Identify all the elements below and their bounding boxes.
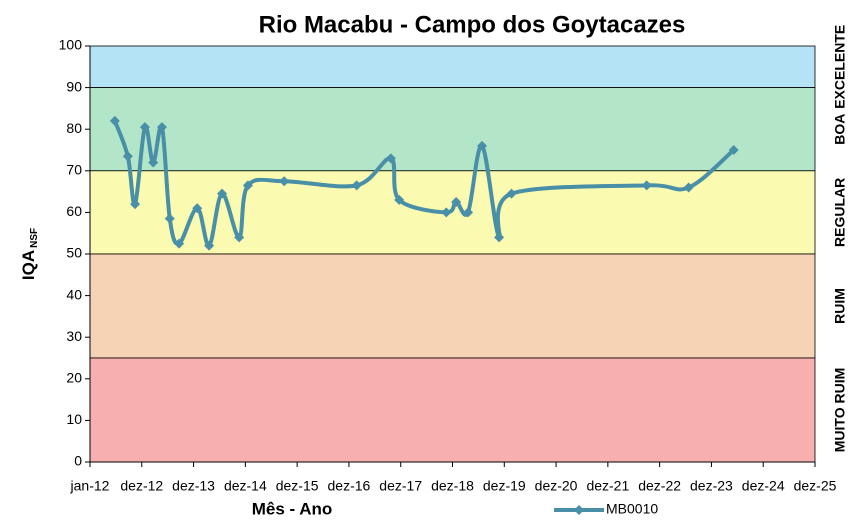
y-tick-label: 60	[66, 203, 82, 219]
data-point	[494, 232, 505, 243]
y-axis-title-sub: NSF	[29, 228, 40, 248]
y-tick-label: 50	[66, 245, 82, 261]
quality-band	[89, 87, 816, 172]
band-label: RUIM	[832, 288, 848, 324]
data-point	[506, 188, 517, 199]
data-point	[463, 207, 474, 218]
y-axis-title-main: IQA	[19, 250, 38, 280]
x-tick-label: dez-23	[690, 478, 733, 494]
data-point	[156, 122, 167, 133]
y-axis-title: IQA NSF	[19, 228, 39, 280]
x-tick-label: dez-21	[586, 478, 629, 494]
data-point	[641, 180, 652, 191]
data-point	[217, 188, 228, 199]
y-tick-label: 100	[59, 37, 83, 53]
x-tick-label: dez-19	[483, 478, 526, 494]
x-tick-label: dez-16	[328, 478, 371, 494]
x-tick-label: dez-13	[172, 478, 215, 494]
data-point	[139, 122, 150, 133]
data-point	[204, 240, 215, 251]
chart-title: Rio Macabu - Campo dos Goytacazes	[259, 11, 686, 38]
data-point	[728, 145, 739, 155]
y-tick-label: 70	[66, 162, 82, 178]
data-point	[385, 153, 396, 164]
y-axis-title-group: IQA NSF	[19, 228, 39, 280]
data-point	[174, 238, 185, 249]
x-tick-label: dez-24	[742, 478, 785, 494]
x-axis-title: Mês - Ano	[252, 499, 333, 518]
quality-band	[89, 357, 816, 463]
data-point	[394, 194, 405, 205]
legend-label: MB0010	[606, 501, 658, 517]
x-tick-label: dez-20	[535, 478, 578, 494]
data-point	[279, 176, 290, 187]
quality-band	[89, 45, 816, 88]
x-tick-label: jan-12	[70, 478, 110, 494]
x-tick-label: dez-18	[431, 478, 474, 494]
x-tick-label: dez-25	[794, 478, 837, 494]
y-tick-label: 80	[66, 120, 82, 136]
data-point	[122, 151, 133, 162]
y-tick-label: 10	[66, 411, 82, 427]
y-tick-label: 20	[66, 370, 82, 386]
band-label: MUITO RUIM	[832, 368, 848, 453]
data-point	[148, 157, 159, 168]
data-point	[351, 180, 362, 191]
data-point	[451, 197, 462, 207]
x-tick-label: dez-12	[120, 478, 163, 494]
legend-marker	[574, 505, 584, 515]
x-tick-label: dez-17	[379, 478, 422, 494]
data-point	[441, 207, 452, 218]
band-label: EXCELENTE	[832, 25, 848, 109]
y-tick-label: 40	[66, 286, 82, 302]
data-point	[477, 140, 488, 151]
data-point	[192, 203, 203, 214]
y-tick-label: 90	[66, 78, 82, 94]
data-point	[242, 180, 253, 191]
data-point	[130, 199, 141, 210]
y-tick-label: 0	[74, 453, 82, 469]
data-point	[109, 115, 120, 126]
band-label: REGULAR	[832, 178, 848, 247]
x-tick-label: dez-22	[638, 478, 681, 494]
data-point	[234, 232, 245, 243]
y-tick-label: 30	[66, 328, 82, 344]
data-point	[164, 213, 175, 224]
x-tick-label: dez-14	[224, 478, 267, 494]
band-label: BOA	[832, 114, 848, 145]
x-tick-label: dez-15	[276, 478, 319, 494]
quality-band	[89, 253, 816, 359]
data-point	[683, 182, 694, 193]
